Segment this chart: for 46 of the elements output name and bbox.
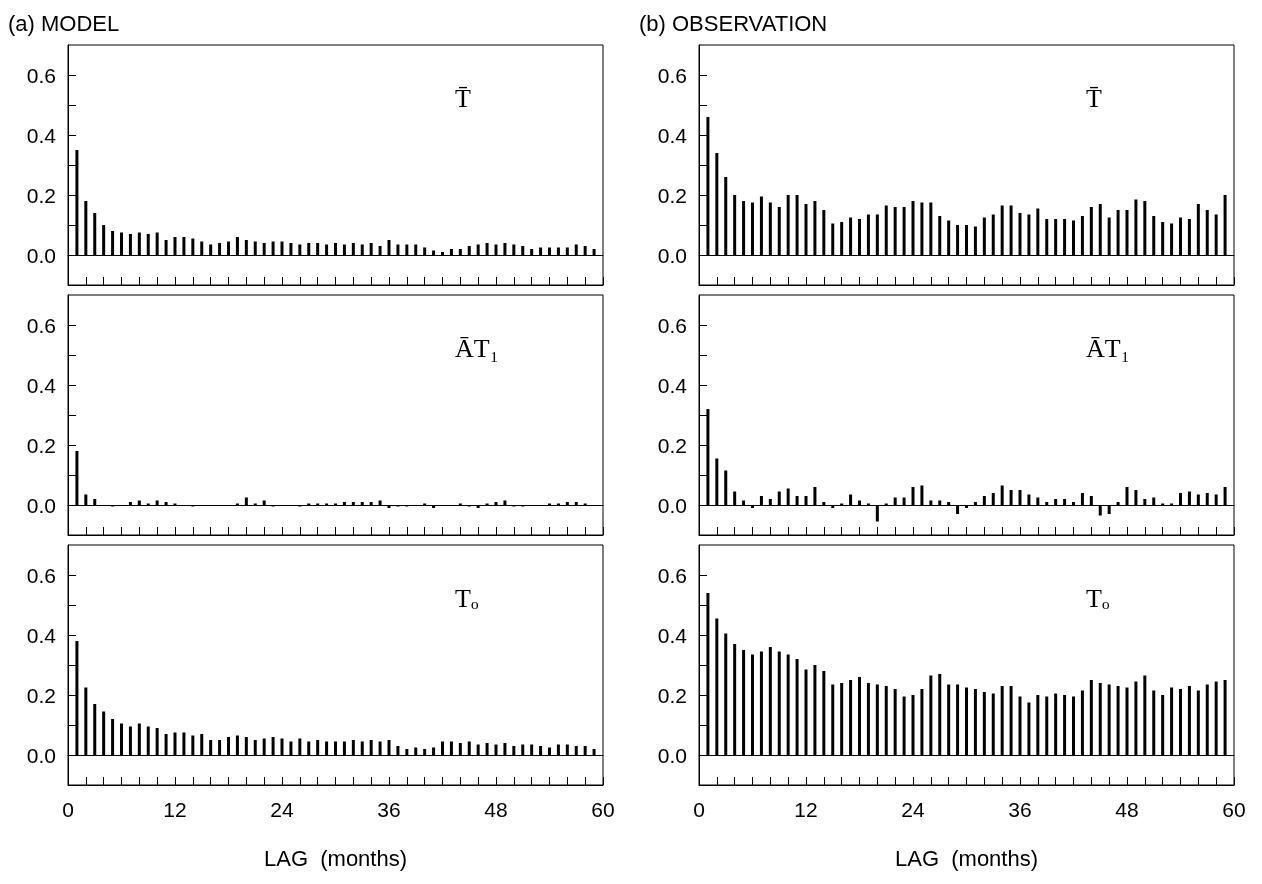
x-tick-label: 0 (693, 798, 705, 821)
x-tick-label: 24 (901, 798, 925, 821)
x-tick-label: 60 (591, 798, 615, 821)
y-tick-label: 0.4 (657, 623, 688, 647)
x-tick-label: 48 (1115, 798, 1139, 821)
y-tick-label: 0.2 (657, 683, 687, 707)
y-tick-label: 0.6 (657, 313, 687, 337)
y-tick-label: 0.6 (26, 313, 56, 337)
annotation: Tₒ (455, 583, 479, 613)
y-tick-label: 0.4 (657, 373, 688, 397)
y-tick-label: 0.2 (26, 183, 56, 207)
annotation: ĀT₁ (455, 333, 499, 363)
y-tick-label: 0.2 (657, 183, 687, 207)
chart-title: (a) MODEL (8, 10, 120, 36)
y-tick-label: 0.6 (657, 63, 687, 87)
annotation: ĀT₁ (1086, 333, 1130, 363)
y-tick-label: 0.6 (26, 563, 56, 587)
x-tick-label: 36 (377, 798, 401, 821)
y-tick-label: 0.0 (657, 243, 687, 267)
y-tick-label: 0.2 (657, 433, 687, 457)
x-tick-label: 12 (794, 798, 818, 821)
x-tick-label: 48 (484, 798, 508, 821)
chart-title: (b) OBSERVATION (639, 10, 828, 36)
annotation: T̄ (1086, 83, 1102, 113)
x-tick-label: 0 (62, 798, 74, 821)
y-tick-label: 0.0 (26, 493, 56, 517)
x-tick-label: 60 (1222, 798, 1246, 821)
x-tick-label: 24 (270, 798, 294, 821)
annotation: Tₒ (1086, 583, 1110, 613)
y-tick-label: 0.0 (657, 743, 687, 767)
y-tick-label: 0.4 (26, 623, 57, 647)
y-tick-label: 0.2 (26, 683, 56, 707)
y-tick-label: 0.6 (26, 63, 56, 87)
y-tick-label: 0.4 (657, 123, 688, 147)
y-tick-label: 0.0 (26, 743, 56, 767)
y-tick-label: 0.4 (26, 373, 57, 397)
y-tick-label: 0.0 (26, 243, 56, 267)
y-tick-label: 0.0 (657, 493, 687, 517)
y-tick-label: 0.4 (26, 123, 57, 147)
x-tick-label: 12 (163, 798, 187, 821)
x-axis-title: LAG (months) (894, 845, 1039, 871)
x-axis-title: LAG (months) (263, 845, 408, 871)
y-tick-label: 0.2 (26, 433, 56, 457)
x-tick-label: 36 (1008, 798, 1032, 821)
y-tick-label: 0.6 (657, 563, 687, 587)
annotation: T̄ (455, 83, 471, 113)
